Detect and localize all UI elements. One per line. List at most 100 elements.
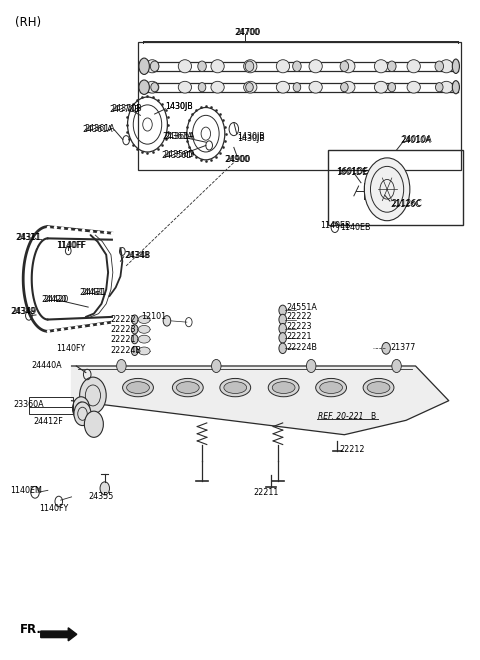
Ellipse shape: [363, 378, 394, 397]
Ellipse shape: [272, 381, 295, 393]
Ellipse shape: [138, 315, 150, 323]
Text: 24349: 24349: [12, 307, 36, 316]
Circle shape: [163, 315, 171, 326]
Text: 1140FY: 1140FY: [56, 344, 85, 353]
Text: 22212: 22212: [340, 445, 365, 453]
Text: 22223: 22223: [287, 322, 312, 331]
Ellipse shape: [139, 58, 149, 75]
Text: 24361A: 24361A: [84, 124, 115, 133]
Ellipse shape: [246, 82, 253, 92]
Text: 24350D: 24350D: [163, 150, 194, 159]
Text: 21377: 21377: [391, 343, 416, 352]
Text: 22224B: 22224B: [287, 343, 317, 352]
Circle shape: [80, 377, 106, 414]
Text: 22222: 22222: [110, 315, 136, 324]
Text: 1430JB: 1430JB: [237, 134, 265, 143]
Text: 21126C: 21126C: [392, 199, 423, 208]
Ellipse shape: [374, 59, 388, 73]
Ellipse shape: [276, 59, 289, 73]
Text: 24361A: 24361A: [162, 132, 193, 141]
Circle shape: [306, 360, 316, 372]
Circle shape: [84, 411, 103, 438]
Text: 1140FY: 1140FY: [39, 504, 68, 513]
Text: 24431: 24431: [80, 288, 105, 296]
Text: 1140FF: 1140FF: [57, 241, 86, 250]
Circle shape: [279, 314, 287, 325]
Bar: [29, 397, 72, 414]
Text: 24370B: 24370B: [109, 105, 140, 114]
Text: 12101: 12101: [141, 312, 167, 321]
Ellipse shape: [309, 81, 322, 93]
Text: 24900: 24900: [225, 154, 250, 164]
Text: 24412F: 24412F: [34, 417, 63, 426]
Circle shape: [382, 343, 390, 354]
Text: 24350D: 24350D: [161, 150, 192, 160]
Ellipse shape: [268, 378, 299, 397]
Text: 1140FF: 1140FF: [56, 241, 85, 250]
Ellipse shape: [245, 61, 254, 71]
Ellipse shape: [211, 59, 224, 73]
Text: 24420: 24420: [44, 296, 69, 304]
Ellipse shape: [407, 81, 420, 93]
Text: 24440A: 24440A: [31, 362, 62, 370]
Ellipse shape: [151, 82, 158, 92]
Text: 22211: 22211: [253, 488, 279, 497]
Bar: [138, 42, 461, 170]
Text: 22223: 22223: [110, 325, 135, 334]
Text: 24010A: 24010A: [401, 135, 432, 144]
Circle shape: [212, 360, 221, 372]
Ellipse shape: [127, 381, 149, 393]
Text: 24551A: 24551A: [287, 302, 317, 312]
Text: 22221: 22221: [110, 335, 135, 344]
Text: 24311: 24311: [15, 233, 40, 242]
Circle shape: [117, 360, 126, 372]
Ellipse shape: [293, 82, 301, 92]
Ellipse shape: [342, 59, 355, 73]
Text: 22222: 22222: [287, 312, 312, 321]
Ellipse shape: [177, 381, 199, 393]
Bar: [328, 150, 463, 225]
Ellipse shape: [340, 61, 348, 71]
Ellipse shape: [198, 61, 206, 71]
Text: 24700: 24700: [235, 28, 261, 37]
Ellipse shape: [435, 82, 443, 92]
FancyArrow shape: [41, 628, 77, 641]
Text: 1140EB: 1140EB: [341, 223, 371, 232]
Ellipse shape: [145, 81, 159, 93]
Ellipse shape: [407, 59, 420, 73]
Ellipse shape: [387, 61, 396, 71]
Circle shape: [392, 360, 401, 372]
Text: 21126C: 21126C: [391, 200, 422, 209]
Text: 1601DE: 1601DE: [336, 168, 367, 177]
Text: B: B: [371, 412, 375, 421]
Text: (RH): (RH): [14, 16, 41, 29]
Text: 24370B: 24370B: [111, 104, 142, 114]
Ellipse shape: [367, 381, 390, 393]
Ellipse shape: [244, 81, 257, 93]
Ellipse shape: [198, 82, 206, 92]
Text: 1430JB: 1430JB: [166, 102, 193, 112]
Ellipse shape: [293, 61, 301, 71]
Circle shape: [279, 323, 287, 334]
Text: 24361A: 24361A: [83, 125, 113, 133]
Ellipse shape: [309, 59, 322, 73]
Circle shape: [279, 343, 287, 354]
Ellipse shape: [316, 378, 347, 397]
Circle shape: [279, 333, 287, 343]
Text: 24348: 24348: [124, 251, 149, 260]
Ellipse shape: [435, 61, 444, 71]
Text: REF. 20-221: REF. 20-221: [318, 412, 364, 421]
Ellipse shape: [320, 381, 342, 393]
Circle shape: [74, 402, 91, 426]
Ellipse shape: [224, 381, 247, 393]
Text: 24348: 24348: [125, 251, 150, 260]
Circle shape: [72, 397, 90, 420]
Ellipse shape: [139, 80, 149, 94]
Text: 24349: 24349: [11, 307, 36, 316]
Ellipse shape: [452, 59, 459, 73]
Circle shape: [364, 158, 410, 220]
Circle shape: [100, 482, 109, 495]
Text: 24311: 24311: [16, 233, 41, 242]
Ellipse shape: [244, 59, 257, 73]
Circle shape: [132, 335, 138, 344]
